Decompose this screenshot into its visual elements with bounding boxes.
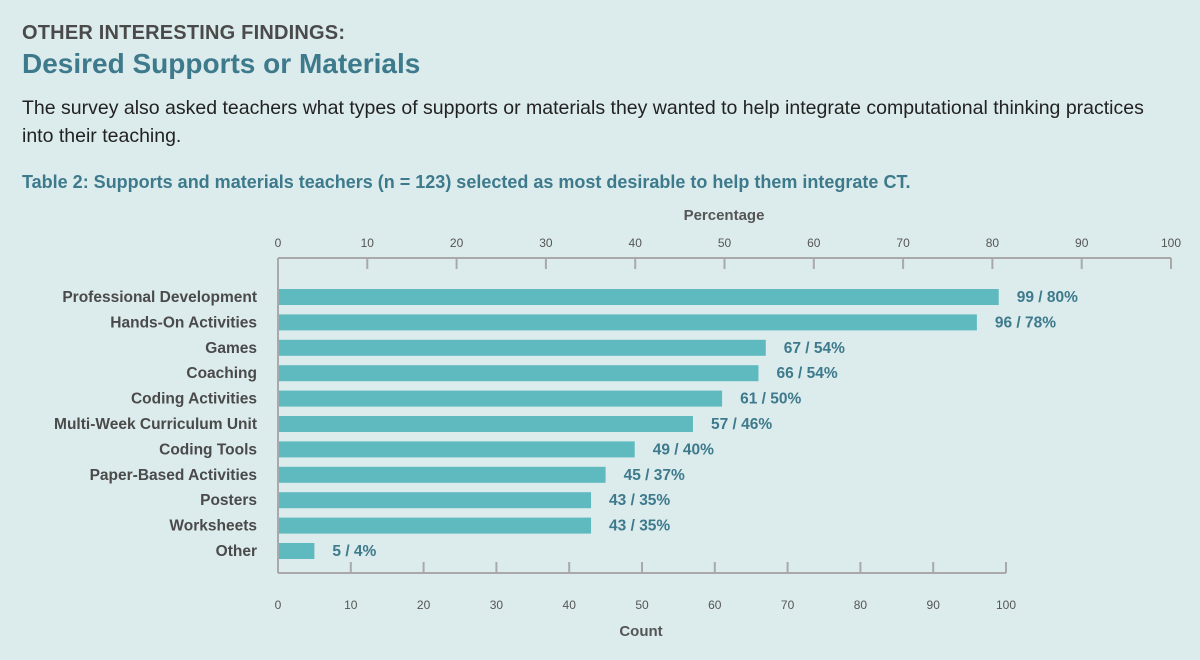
data-label: 96 / 78% xyxy=(995,314,1056,331)
category-label: Multi-Week Curriculum Unit xyxy=(54,416,257,433)
data-label: 61 / 50% xyxy=(740,391,801,408)
top-axis-tick-label: 90 xyxy=(1075,236,1089,250)
bottom-axis-tick-label: 90 xyxy=(927,598,941,612)
bar xyxy=(279,289,999,305)
bar xyxy=(279,339,766,356)
top-axis-tick-label: 20 xyxy=(450,236,464,250)
data-label: 45 / 37% xyxy=(624,467,685,484)
top-axis-tick-label: 100 xyxy=(1161,236,1181,250)
category-label: Professional Development xyxy=(62,289,257,306)
data-label: 57 / 46% xyxy=(711,416,772,433)
bar xyxy=(279,492,592,509)
category-label: Posters xyxy=(200,492,257,509)
bottom-axis-tick-label: 0 xyxy=(275,598,282,612)
category-label: Games xyxy=(205,340,257,357)
top-axis-tick-label: 30 xyxy=(539,236,553,250)
bar xyxy=(279,441,635,458)
bar xyxy=(279,466,606,483)
bottom-axis-tick-label: 20 xyxy=(417,598,431,612)
category-label: Coding Activities xyxy=(131,391,257,408)
top-axis-tick-label: 80 xyxy=(986,236,1000,250)
bottom-axis-title: Count xyxy=(619,623,662,640)
bottom-axis-tick-label: 100 xyxy=(996,598,1016,612)
category-label: Coding Tools xyxy=(159,441,257,458)
bottom-axis-tick-label: 80 xyxy=(854,598,868,612)
bar xyxy=(279,314,977,331)
eyebrow-heading: OTHER INTERESTING FINDINGS: xyxy=(22,22,346,44)
data-label: 66 / 54% xyxy=(776,365,837,382)
bar xyxy=(279,365,759,382)
top-axis-tick-label: 10 xyxy=(361,236,375,250)
bar xyxy=(279,416,693,432)
data-label: 49 / 40% xyxy=(653,441,714,458)
category-label: Worksheets xyxy=(169,518,257,535)
data-label: 43 / 35% xyxy=(609,492,670,509)
top-axis-tick-label: 60 xyxy=(807,236,821,250)
table-caption: Table 2: Supports and materials teachers… xyxy=(22,172,911,192)
bottom-axis-tick-label: 30 xyxy=(490,598,504,612)
bottom-axis-tick-label: 40 xyxy=(563,598,577,612)
bar xyxy=(279,543,315,559)
data-label: 43 / 35% xyxy=(609,518,670,535)
intro-paragraph: The survey also asked teachers what type… xyxy=(22,97,1144,147)
data-label: 99 / 80% xyxy=(1017,289,1078,306)
bottom-axis-tick-label: 70 xyxy=(781,598,795,612)
bottom-axis-tick-label: 50 xyxy=(635,598,649,612)
bar xyxy=(279,517,592,534)
bottom-axis-tick-label: 10 xyxy=(344,598,358,612)
category-label: Hands-On Activities xyxy=(110,314,257,331)
category-label: Paper-Based Activities xyxy=(90,467,257,484)
top-axis-tick-label: 50 xyxy=(718,236,732,250)
top-axis-tick-label: 40 xyxy=(629,236,643,250)
top-axis-title: Percentage xyxy=(684,207,765,224)
bar xyxy=(279,390,723,407)
section-title: Desired Supports or Materials xyxy=(22,48,421,79)
data-label: 67 / 54% xyxy=(784,340,845,357)
top-axis-tick-label: 0 xyxy=(275,236,282,250)
category-label: Other xyxy=(216,543,257,560)
bottom-axis-tick-label: 60 xyxy=(708,598,722,612)
data-label: 5 / 4% xyxy=(332,543,376,560)
category-label: Coaching xyxy=(186,365,257,382)
top-axis-tick-label: 70 xyxy=(896,236,910,250)
